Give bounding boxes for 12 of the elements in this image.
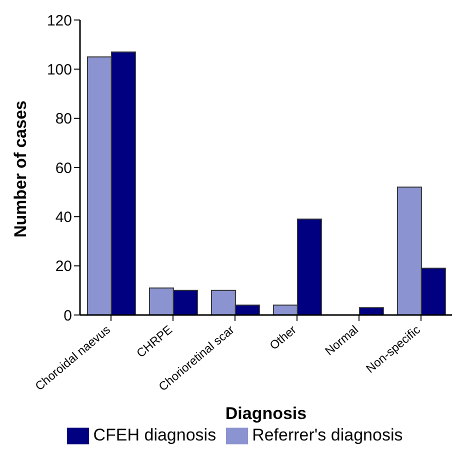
y-axis-title: Number of cases xyxy=(11,100,30,238)
y-tick-label: 20 xyxy=(55,258,72,276)
legend-label: CFEH diagnosis xyxy=(93,425,216,444)
y-tick-label: 60 xyxy=(55,160,72,177)
y-tick-label: 0 xyxy=(64,307,72,324)
y-tick-label: 100 xyxy=(46,61,72,78)
y-tick-label: 120 xyxy=(46,12,72,30)
y-tick-label: 40 xyxy=(55,208,72,226)
legend-label: Referrer's diagnosis xyxy=(252,425,403,444)
y-tick-label: 80 xyxy=(55,110,72,128)
bar xyxy=(358,307,384,315)
x-axis-title: Diagnosis xyxy=(225,404,307,423)
